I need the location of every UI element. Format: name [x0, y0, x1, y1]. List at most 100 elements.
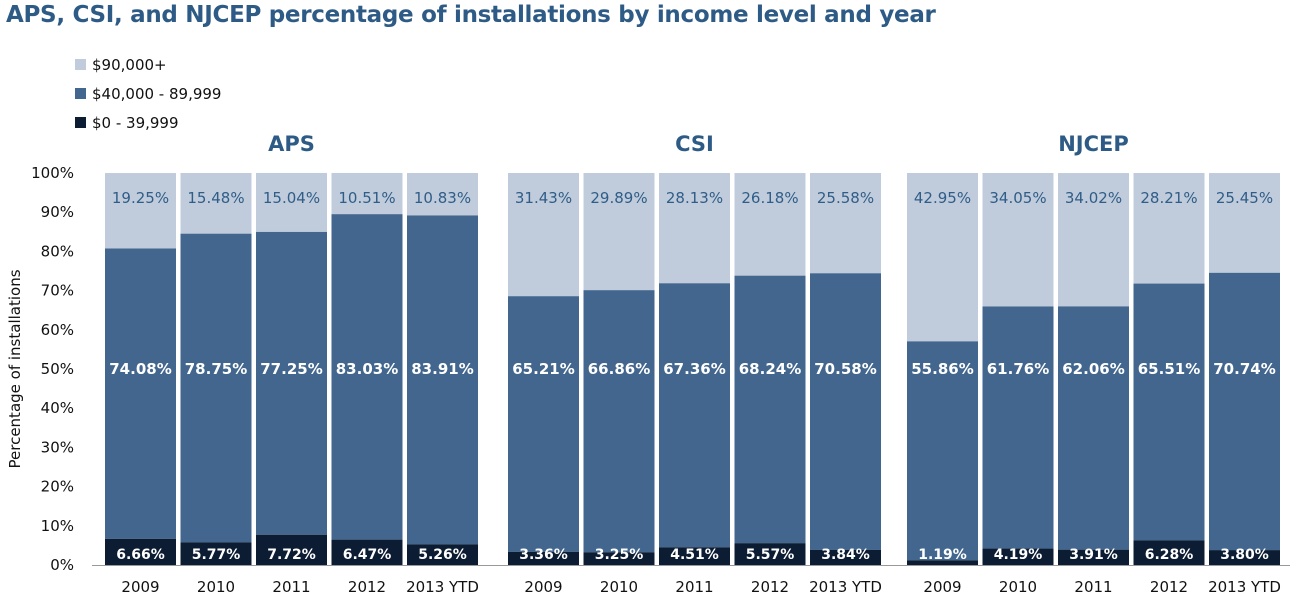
data-label-low: 3.25%: [595, 547, 644, 563]
bar-segment-high: [105, 173, 176, 249]
bar-segment-mid: [982, 306, 1054, 549]
bar-segment-high: [256, 172, 327, 232]
bar-segment-mid: [1133, 283, 1205, 541]
data-label-low: 5.26%: [418, 547, 467, 563]
bar-segment-low: [105, 538, 176, 565]
data-label-high: 15.48%: [187, 189, 244, 207]
y-tick-label: 80%: [41, 242, 74, 260]
legend-item-low: $0 - 39,999: [75, 108, 221, 137]
x-tick-label: 2010: [999, 578, 1037, 596]
data-label-mid: 62.06%: [1062, 360, 1124, 378]
bar-segment-low: [982, 548, 1054, 565]
bar-segment-low: [256, 534, 327, 565]
bar-segment-mid: [180, 233, 252, 543]
bar-segment-low: [583, 552, 655, 565]
data-label-high: 42.95%: [914, 189, 971, 207]
x-tick-label: 2010: [600, 578, 638, 596]
data-label-mid: 77.25%: [260, 360, 322, 378]
y-tick-label: 10%: [41, 517, 74, 535]
bar-segment-low: [1133, 540, 1205, 565]
data-label-high: 10.51%: [338, 189, 395, 207]
bar-segment-low: [1209, 550, 1280, 565]
legend-item-high: $90,000+: [75, 50, 221, 79]
bar-segment-low: [734, 543, 806, 565]
legend-item-mid: $40,000 - 89,999: [75, 79, 221, 108]
bar-segment-mid: [256, 231, 327, 535]
data-label-mid: 70.58%: [814, 360, 876, 378]
bar-segment-high: [1133, 173, 1205, 284]
bar-segment-mid: [734, 275, 806, 544]
data-label-mid: 67.36%: [663, 360, 725, 378]
data-label-low: 6.28%: [1145, 547, 1194, 563]
data-label-low: 3.84%: [821, 547, 870, 563]
x-tick-label: 2013 YTD: [1208, 578, 1281, 596]
data-label-mid: 61.76%: [987, 360, 1049, 378]
y-tick-label: 20%: [41, 478, 74, 496]
bar-segment-high: [583, 173, 655, 291]
bar-segment-high: [734, 173, 806, 276]
bar-segment-mid: [508, 296, 579, 552]
legend-swatch-mid: [75, 88, 86, 99]
chart-title: APS, CSI, and NJCEP percentage of instal…: [6, 2, 936, 28]
y-tick-label: 0%: [50, 556, 74, 574]
x-tick-label: 2010: [197, 578, 235, 596]
y-tick-label: 90%: [41, 203, 74, 221]
x-tick-label: 2012: [1150, 578, 1188, 596]
data-label-low: 5.57%: [746, 547, 795, 563]
legend-swatch-high: [75, 59, 86, 70]
y-tick-label: 50%: [41, 360, 74, 378]
data-label-high: 19.25%: [112, 189, 169, 207]
bar-segment-low: [810, 549, 881, 565]
bar-segment-high: [508, 173, 579, 297]
data-label-low: 5.77%: [192, 547, 241, 563]
bar-segment-high: [659, 173, 730, 284]
x-tick-label: 2011: [675, 578, 713, 596]
x-tick-label: 2011: [1074, 578, 1112, 596]
data-label-low: 4.51%: [670, 547, 719, 563]
data-label-high: 34.02%: [1065, 189, 1122, 207]
x-tick-label: 2009: [923, 578, 961, 596]
data-label-high: 29.89%: [590, 189, 647, 207]
data-label-low: 6.47%: [343, 547, 392, 563]
legend-label-mid: $40,000 - 89,999: [92, 84, 222, 103]
data-label-mid: 66.86%: [588, 360, 650, 378]
panel-title: NJCEP: [1058, 132, 1129, 156]
bar-segment-mid: [407, 215, 478, 545]
data-label-mid: 78.75%: [185, 360, 247, 378]
bar-segment-low: [407, 544, 478, 565]
x-tick-label: 2009: [524, 578, 562, 596]
bar-segment-low: [659, 547, 730, 565]
bar-segment-high: [1058, 173, 1129, 307]
bar-segment-high: [180, 173, 252, 234]
data-label-mid: 83.91%: [411, 360, 473, 378]
data-label-low: 7.72%: [267, 547, 316, 563]
x-tick-label: 2012: [751, 578, 789, 596]
bar-segment-mid: [331, 214, 403, 540]
data-label-high: 25.45%: [1216, 189, 1273, 207]
data-label-mid: 74.08%: [109, 360, 171, 378]
data-label-high: 15.04%: [263, 189, 320, 207]
data-label-mid: 68.24%: [739, 360, 801, 378]
bar-segment-low: [331, 539, 403, 565]
panel-title: APS: [268, 132, 315, 156]
data-label-low: 3.80%: [1220, 547, 1269, 563]
bar-segment-mid: [659, 283, 730, 548]
x-tick-label: 2013 YTD: [406, 578, 479, 596]
legend-label-low: $0 - 39,999: [92, 113, 179, 132]
bar-segment-mid: [1209, 272, 1280, 551]
y-tick-label: 40%: [41, 399, 74, 417]
bar-segment-high: [810, 173, 881, 274]
data-label-high: 26.18%: [741, 189, 798, 207]
data-label-high: 28.13%: [666, 189, 723, 207]
data-label-low: 6.66%: [116, 547, 165, 563]
x-tick-label: 2011: [272, 578, 310, 596]
data-label-low: 4.19%: [994, 547, 1043, 563]
data-label-mid: 65.21%: [512, 360, 574, 378]
data-label-low: 3.91%: [1069, 547, 1118, 563]
bar-segment-mid: [810, 273, 881, 550]
bar-segment-mid: [907, 341, 978, 561]
legend-swatch-low: [75, 117, 86, 128]
y-tick-label: 60%: [41, 321, 74, 339]
bar-segment-low: [1058, 549, 1129, 565]
